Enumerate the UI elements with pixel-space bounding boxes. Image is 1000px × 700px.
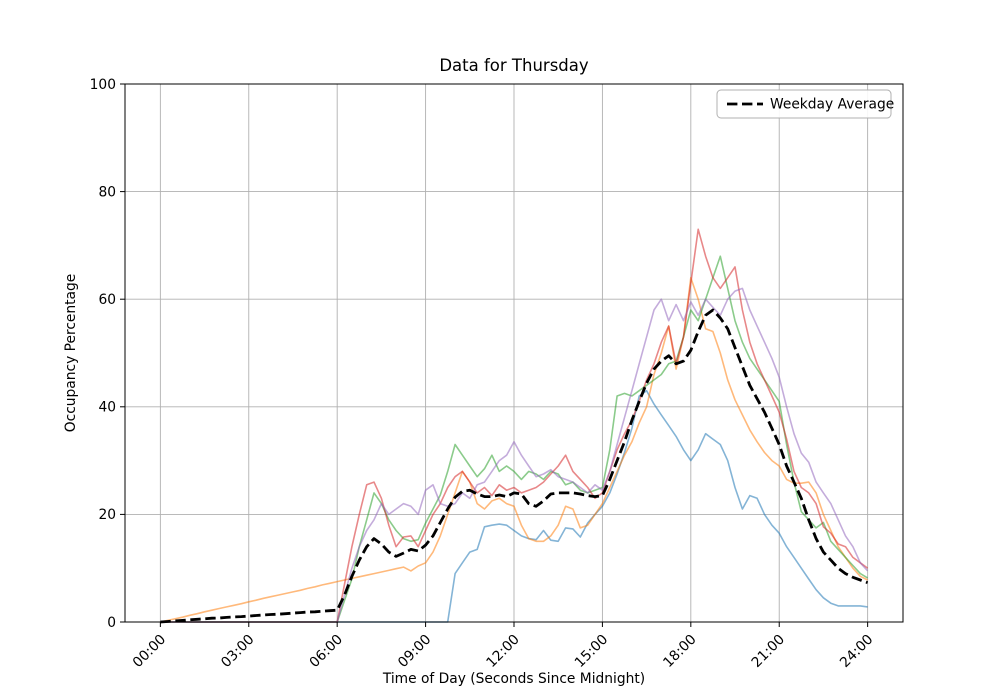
legend-box bbox=[716, 89, 892, 119]
legend: Weekday Average bbox=[716, 89, 894, 119]
y-tick-label: 100 bbox=[90, 77, 116, 93]
legend-label: Weekday Average bbox=[770, 97, 894, 113]
y-tick-label: 0 bbox=[107, 615, 116, 631]
chart-title: Data for Thursday bbox=[439, 56, 589, 75]
series-line-black bbox=[160, 308, 869, 624]
y-tick-label: 80 bbox=[98, 184, 116, 200]
series-line-orange bbox=[160, 276, 868, 623]
y-axis-label: Occupancy Percentage bbox=[63, 274, 79, 432]
x-axis-label: Time of Day (Seconds Since Midnight) bbox=[382, 671, 645, 687]
y-tick-label: 60 bbox=[98, 292, 116, 308]
y-tick-label: 20 bbox=[98, 507, 116, 523]
y-tick-label: 40 bbox=[98, 400, 116, 416]
